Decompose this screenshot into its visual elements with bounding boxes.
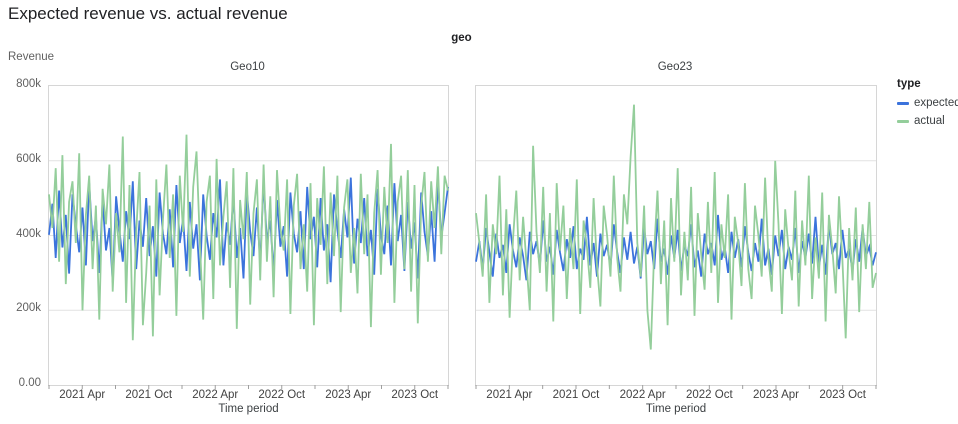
y-axis-tick-labels: 0.00 200k 400k 600k 800k: [0, 0, 44, 424]
x-tick-label: 2023 Oct: [391, 389, 439, 401]
y-axis-title: Revenue: [8, 51, 55, 63]
x-tick-label: 2021 Apr: [486, 389, 533, 401]
legend-item-label: actual: [914, 115, 945, 127]
actual-line-swatch-icon: [897, 119, 909, 123]
y-tick-label: 400k: [16, 227, 41, 240]
x-axis-title: Time period: [645, 403, 707, 415]
legend-title: type: [897, 78, 921, 90]
x-tick-label: 2022 Oct: [685, 389, 733, 401]
y-tick-label: 600k: [16, 152, 41, 165]
actual-line: [475, 104, 877, 350]
legend-item-label: expected: [914, 97, 958, 109]
facet-title-geo10: Geo10: [230, 61, 265, 73]
facet-title-geo23: Geo23: [657, 61, 693, 73]
line-chart-svg: [475, 104, 877, 389]
chart-title: Expected revenue vs. actual revenue: [8, 4, 288, 23]
x-tick-label: 2021 Oct: [552, 389, 600, 401]
x-tick-label: 2021 Apr: [59, 389, 106, 401]
expected-line: [475, 214, 877, 281]
x-tick-label: 2022 Apr: [619, 389, 666, 401]
legend-item-expected[interactable]: expected: [897, 97, 958, 109]
facet-plot-geo10[interactable]: Time period 2021 Apr 2021 Oct 2022 Apr 2022…: [48, 85, 449, 415]
facet-plot-geo23[interactable]: Time period 2021 Apr 2021 Oct 2022 Apr 2022…: [475, 85, 877, 415]
expected-line-swatch-icon: [897, 101, 909, 105]
line-chart-svg: [48, 134, 449, 389]
y-tick-label: 0.00: [18, 377, 41, 389]
x-tick-label: 2021 Oct: [125, 389, 173, 401]
x-tick-label: 2023 Apr: [752, 389, 800, 401]
y-tick-label: 800k: [16, 78, 41, 90]
x-tick-label: 2022 Oct: [258, 389, 306, 401]
x-tick-label: 2023 Oct: [819, 389, 866, 401]
x-tick-label: 2022 Apr: [192, 389, 239, 401]
legend-item-actual[interactable]: actual: [897, 115, 958, 127]
actual-line: [48, 134, 449, 341]
y-tick-label: 200k: [16, 302, 41, 315]
x-axis-title: Time period: [218, 403, 279, 415]
legend: type expected actual: [897, 78, 958, 133]
facet-dimension-label: geo: [451, 32, 472, 44]
x-tick-label: 2023 Apr: [325, 389, 372, 401]
